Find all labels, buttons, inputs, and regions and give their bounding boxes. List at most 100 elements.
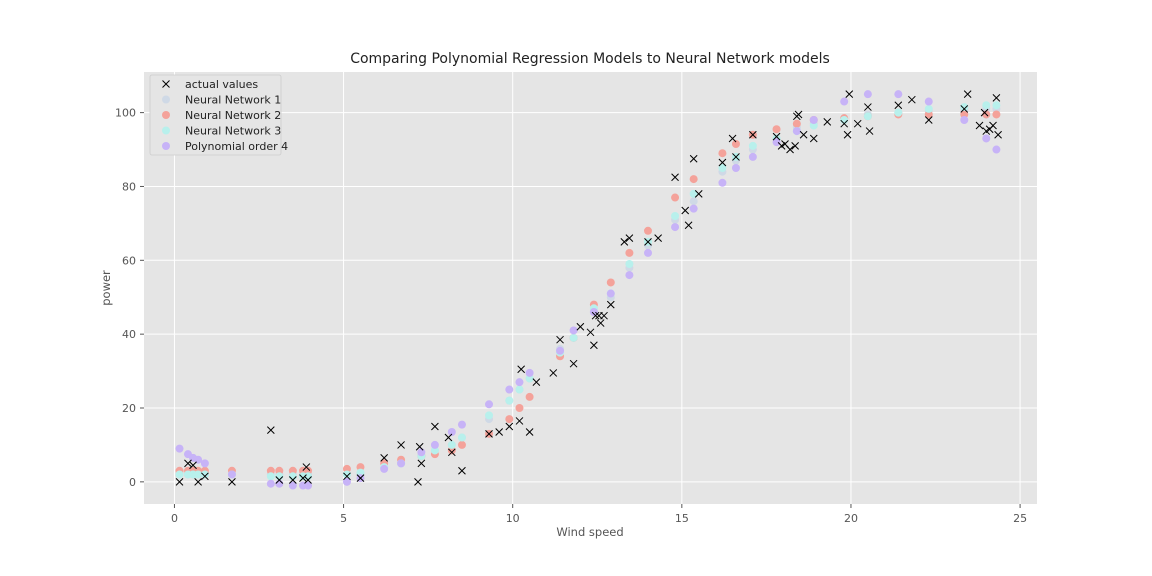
data-point-x	[189, 461, 197, 470]
data-point-x	[356, 474, 365, 483]
data-point-x	[299, 474, 307, 483]
data-point	[275, 479, 284, 488]
data-point	[356, 468, 365, 477]
data-point-x	[684, 221, 693, 230]
data-point-x	[590, 341, 598, 350]
data-point-x	[718, 158, 727, 167]
data-points	[175, 90, 1002, 490]
data-point	[840, 116, 849, 124]
data-point-x	[517, 365, 526, 374]
data-point	[430, 446, 439, 455]
data-point	[625, 248, 634, 257]
data-point	[447, 440, 456, 449]
data-point-x	[749, 130, 757, 139]
y-tick-label: 0	[129, 476, 136, 489]
data-point	[505, 415, 514, 424]
data-point	[227, 470, 236, 479]
data-point	[505, 385, 514, 394]
data-point-x	[275, 476, 284, 484]
data-point	[718, 178, 727, 187]
data-point-x	[865, 127, 874, 135]
data-point-x	[963, 90, 972, 99]
data-point	[342, 477, 351, 486]
data-point-x	[786, 145, 794, 154]
y-tick-label: 20	[122, 402, 136, 415]
data-point	[772, 125, 781, 134]
data-point-x	[989, 121, 997, 130]
data-point-x	[380, 453, 389, 462]
data-point	[175, 444, 184, 453]
data-point	[689, 175, 698, 184]
data-point	[992, 145, 1001, 154]
data-point	[266, 466, 275, 475]
data-point-x	[625, 234, 634, 243]
data-point-x	[194, 477, 202, 486]
data-point	[457, 440, 466, 449]
data-point	[671, 223, 680, 232]
data-point	[671, 193, 680, 202]
data-point-x	[840, 119, 849, 128]
data-point	[485, 400, 494, 409]
data-point	[380, 464, 389, 473]
legend-marker	[162, 111, 170, 119]
legend-marker	[162, 142, 170, 150]
data-point	[792, 119, 801, 128]
data-point	[960, 116, 969, 124]
data-point	[644, 226, 653, 235]
data-point-x	[960, 105, 969, 113]
data-point-x	[228, 477, 236, 486]
grid-lines	[144, 72, 1037, 504]
data-point	[731, 164, 740, 172]
data-point	[625, 271, 634, 280]
data-point	[992, 101, 1001, 110]
data-point	[397, 459, 406, 468]
data-point-x	[569, 359, 578, 368]
data-point	[809, 121, 818, 130]
data-point-x	[447, 448, 456, 457]
data-point-x	[924, 116, 933, 124]
data-point-x	[620, 237, 629, 246]
data-point	[515, 378, 524, 387]
data-point-x	[644, 237, 652, 246]
data-point-x	[794, 110, 803, 119]
data-point	[200, 459, 209, 468]
data-point	[644, 248, 653, 257]
data-point	[606, 289, 615, 298]
data-point-x	[980, 108, 989, 117]
data-point	[447, 446, 456, 455]
legend-label: Neural Network 1	[185, 94, 281, 107]
data-point	[304, 481, 313, 490]
x-tick-label: 20	[844, 512, 858, 525]
data-point	[288, 466, 297, 475]
legend-label: actual values	[185, 78, 258, 91]
data-point	[175, 470, 184, 479]
data-point	[417, 448, 426, 457]
data-point-x	[586, 328, 595, 337]
y-axis-ticks: 0 20 40 60 80 100	[115, 107, 144, 489]
data-point-x	[799, 130, 808, 139]
legend-marker	[162, 95, 170, 104]
data-point-x	[343, 472, 351, 481]
data-point-x	[549, 369, 558, 377]
data-point-x	[201, 472, 209, 481]
data-point-x	[809, 134, 818, 143]
x-tick-label: 0	[171, 512, 178, 525]
data-point	[457, 433, 466, 442]
data-point	[982, 134, 991, 143]
y-tick-label: 60	[122, 254, 136, 267]
data-point	[924, 104, 933, 113]
data-point-x	[791, 141, 799, 150]
data-point	[982, 101, 991, 110]
data-point-x	[681, 206, 690, 215]
data-point	[356, 463, 365, 472]
data-point-x	[532, 378, 541, 387]
data-point	[485, 411, 494, 420]
series-actual-values	[175, 90, 1002, 486]
data-point	[924, 97, 933, 106]
x-axis-ticks: 0 5 10 15 20 25	[171, 504, 1027, 525]
data-point-x	[694, 189, 703, 198]
y-tick-label: 80	[122, 180, 136, 193]
data-point-x	[304, 476, 312, 484]
data-point	[772, 138, 781, 147]
data-point	[671, 212, 680, 220]
